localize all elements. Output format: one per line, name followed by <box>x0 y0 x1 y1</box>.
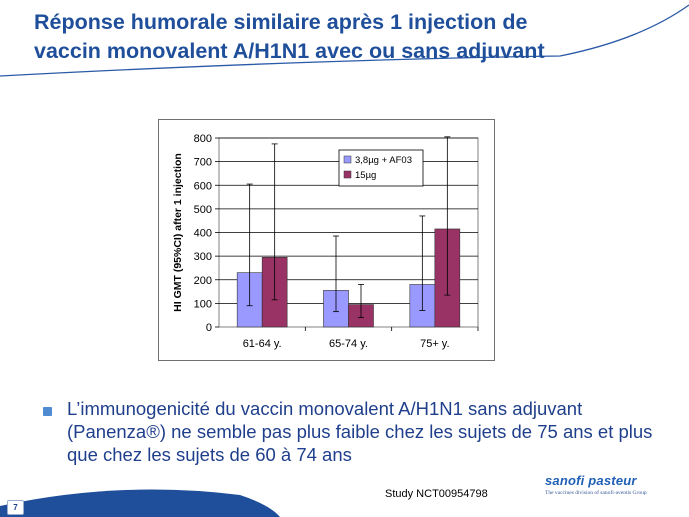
x-tick-label: 65-74 y. <box>329 338 368 350</box>
study-reference: Study NCT00954798 <box>385 488 488 500</box>
bar-chart: 0 100 200 300 400 500 600 700 800 HI GMT (95%CI) … <box>172 133 479 350</box>
title-swoosh <box>0 4 689 77</box>
y-tick-label: 0 <box>206 322 212 334</box>
y-tick-label: 500 <box>194 204 212 216</box>
y-tick-label: 300 <box>194 251 212 263</box>
slide-title-line1: Réponse humorale similaire après 1 injec… <box>34 10 528 34</box>
legend-label: 15µg <box>355 170 376 181</box>
y-tick-label: 700 <box>194 157 212 169</box>
legend-box <box>338 149 424 187</box>
y-tick-label: 100 <box>194 298 212 310</box>
bullet-text: L’immunogenicité du vaccin monovalent A/… <box>67 398 653 465</box>
legend-swatch <box>343 170 352 179</box>
slide-title-line2: vaccin monovalent A/H1N1 avec ou sans ad… <box>34 39 545 63</box>
y-tick-label: 600 <box>194 180 212 192</box>
footer-swoosh <box>0 489 280 517</box>
legend-label: 3,8µg + AF03 <box>355 155 412 166</box>
y-axis-title: HI GMT (95%CI) after 1 injection <box>172 153 184 312</box>
y-tick-label: 200 <box>194 275 212 287</box>
y-tick-label: 400 <box>194 228 212 240</box>
x-tick-label: 61-64 y. <box>243 338 282 350</box>
logo-tagline: The vaccines division of sanofi-aventis … <box>545 490 647 496</box>
chart-container: 0 100 200 300 400 500 600 700 800 HI GMT (95%CI) … <box>158 119 495 361</box>
logo-wordmark: sanofi pasteur <box>545 473 637 488</box>
page-number: 7 <box>7 500 24 515</box>
x-tick-label: 75+ y. <box>420 338 449 350</box>
sanofi-pasteur-logo: sanofi pasteur The vaccines division of … <box>545 473 685 503</box>
legend-swatch <box>343 155 352 164</box>
bullet-square-icon <box>43 407 52 416</box>
slide-title: Réponse humorale similaire après 1 injec… <box>34 8 634 66</box>
y-tick-label: 800 <box>194 133 212 145</box>
